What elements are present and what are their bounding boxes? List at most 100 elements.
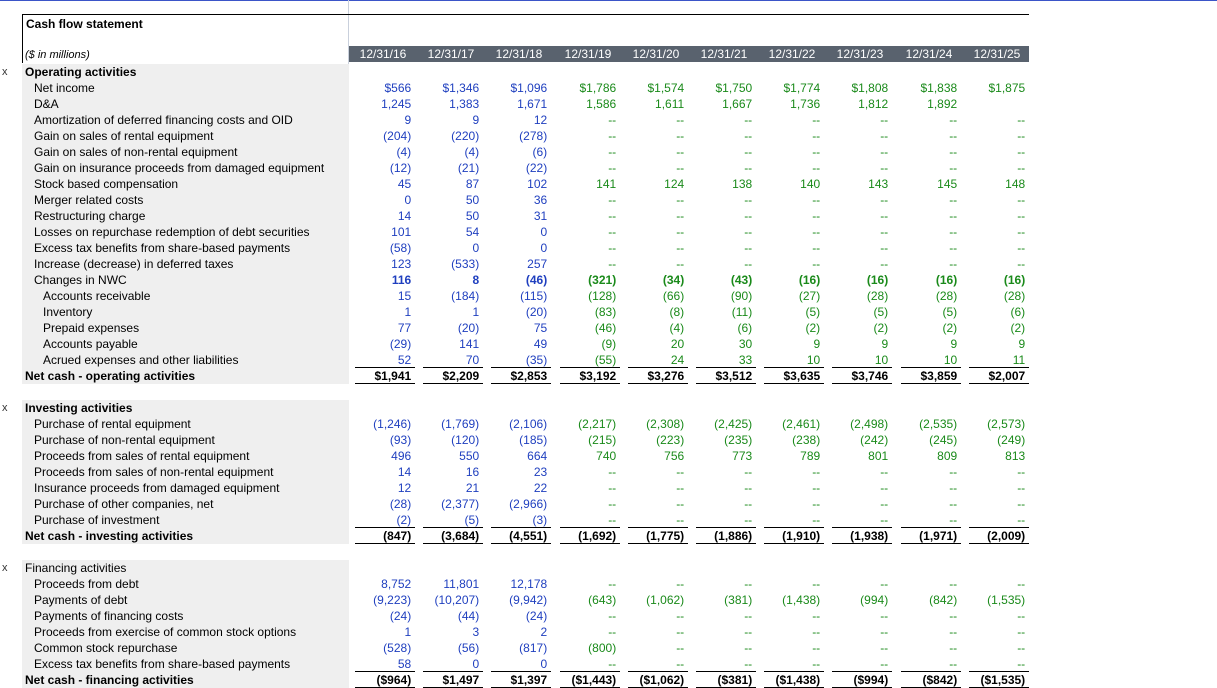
row-label[interactable]: Operating activities: [25, 65, 137, 79]
value-cell[interactable]: $3,635: [783, 369, 821, 383]
value-cell[interactable]: --: [676, 577, 685, 591]
value-cell[interactable]: 10: [806, 353, 821, 367]
row-label[interactable]: Purchase of investment: [34, 513, 160, 527]
row-label[interactable]: Financing activities: [25, 561, 127, 575]
value-cell[interactable]: --: [812, 657, 821, 671]
value-cell[interactable]: --: [880, 577, 889, 591]
value-cell[interactable]: --: [949, 129, 958, 143]
value-cell[interactable]: --: [812, 113, 821, 127]
value-cell[interactable]: ($842): [922, 673, 958, 687]
value-cell[interactable]: (1,692): [578, 529, 617, 543]
year-header[interactable]: 12/31/22: [768, 47, 816, 61]
value-cell[interactable]: (2,573): [987, 417, 1026, 431]
value-cell[interactable]: 12: [533, 113, 548, 127]
value-cell[interactable]: $2,853: [510, 369, 548, 383]
row-label[interactable]: Net income: [34, 81, 95, 95]
value-cell[interactable]: --: [949, 161, 958, 175]
value-cell[interactable]: 140: [800, 177, 821, 191]
value-cell[interactable]: (90): [730, 289, 753, 303]
value-cell[interactable]: 21: [465, 481, 480, 495]
value-cell[interactable]: --: [608, 113, 617, 127]
value-cell[interactable]: 148: [1005, 177, 1026, 191]
value-cell[interactable]: $1,750: [715, 81, 753, 95]
value-cell[interactable]: (34): [662, 273, 685, 287]
value-cell[interactable]: 756: [664, 449, 685, 463]
value-cell[interactable]: --: [676, 465, 685, 479]
value-cell[interactable]: 1: [404, 625, 412, 639]
value-cell[interactable]: --: [676, 625, 685, 639]
value-cell[interactable]: 9: [813, 337, 821, 351]
value-cell[interactable]: --: [744, 609, 753, 623]
value-cell[interactable]: (4): [464, 145, 480, 159]
value-cell[interactable]: --: [949, 625, 958, 639]
value-cell[interactable]: --: [880, 241, 889, 255]
value-cell[interactable]: --: [880, 209, 889, 223]
value-cell[interactable]: --: [1017, 241, 1026, 255]
value-cell[interactable]: 1,812: [858, 97, 889, 111]
value-cell[interactable]: (381): [724, 593, 753, 607]
collapse-marker[interactable]: x: [2, 562, 8, 574]
value-cell[interactable]: 36: [533, 193, 548, 207]
value-cell[interactable]: --: [608, 497, 617, 511]
value-cell[interactable]: --: [608, 625, 617, 639]
value-cell[interactable]: (1,769): [441, 417, 480, 431]
value-cell[interactable]: ($1,443): [571, 673, 617, 687]
value-cell[interactable]: --: [1017, 113, 1026, 127]
value-cell[interactable]: (2,377): [441, 497, 480, 511]
value-cell[interactable]: $3,512: [715, 369, 753, 383]
value-cell[interactable]: --: [1017, 609, 1026, 623]
value-cell[interactable]: (220): [451, 129, 480, 143]
value-cell[interactable]: 9: [1018, 337, 1026, 351]
value-cell[interactable]: --: [1017, 465, 1026, 479]
value-cell[interactable]: (2,461): [782, 417, 821, 431]
value-cell[interactable]: 773: [732, 449, 753, 463]
value-cell[interactable]: 8: [472, 273, 480, 287]
value-cell[interactable]: (6): [737, 321, 753, 335]
value-cell[interactable]: (2,009): [987, 529, 1026, 543]
value-cell[interactable]: --: [744, 577, 753, 591]
value-cell[interactable]: --: [812, 481, 821, 495]
value-cell[interactable]: $1,574: [647, 81, 685, 95]
value-cell[interactable]: --: [949, 225, 958, 239]
value-cell[interactable]: (46): [525, 273, 548, 287]
row-label[interactable]: Accounts payable: [43, 337, 138, 351]
value-cell[interactable]: --: [744, 465, 753, 479]
row-label[interactable]: Payments of debt: [34, 593, 128, 607]
value-cell[interactable]: --: [949, 193, 958, 207]
value-cell[interactable]: (1,535): [987, 593, 1026, 607]
row-label[interactable]: Purchase of other companies, net: [34, 497, 214, 511]
value-cell[interactable]: (46): [594, 321, 617, 335]
value-cell[interactable]: --: [676, 225, 685, 239]
value-cell[interactable]: --: [1017, 145, 1026, 159]
value-cell[interactable]: --: [744, 225, 753, 239]
value-cell[interactable]: (9,223): [373, 593, 412, 607]
value-cell[interactable]: --: [949, 145, 958, 159]
year-header[interactable]: 12/31/16: [359, 47, 407, 61]
value-cell[interactable]: (21): [457, 161, 480, 175]
value-cell[interactable]: 14: [397, 209, 412, 223]
value-cell[interactable]: $1,497: [442, 673, 480, 687]
value-cell[interactable]: --: [608, 241, 617, 255]
value-cell[interactable]: --: [676, 129, 685, 143]
value-cell[interactable]: --: [744, 625, 753, 639]
value-cell[interactable]: --: [744, 241, 753, 255]
year-header[interactable]: 12/31/19: [564, 47, 612, 61]
value-cell[interactable]: (204): [383, 129, 412, 143]
value-cell[interactable]: --: [949, 513, 958, 527]
value-cell[interactable]: --: [608, 129, 617, 143]
value-cell[interactable]: (3,684): [441, 529, 480, 543]
value-cell[interactable]: 10: [874, 353, 889, 367]
value-cell[interactable]: (9): [601, 337, 617, 351]
value-cell[interactable]: (2): [942, 321, 958, 335]
value-cell[interactable]: (223): [656, 433, 685, 447]
value-cell[interactable]: (4): [396, 145, 412, 159]
value-cell[interactable]: --: [812, 465, 821, 479]
value-cell[interactable]: 143: [868, 177, 889, 191]
value-cell[interactable]: 9: [881, 337, 889, 351]
value-cell[interactable]: 33: [738, 353, 753, 367]
value-cell[interactable]: 1: [404, 305, 412, 319]
value-cell[interactable]: (1,775): [646, 529, 685, 543]
value-cell[interactable]: (6): [532, 145, 548, 159]
row-label[interactable]: Merger related costs: [34, 193, 144, 207]
value-cell[interactable]: --: [880, 257, 889, 271]
